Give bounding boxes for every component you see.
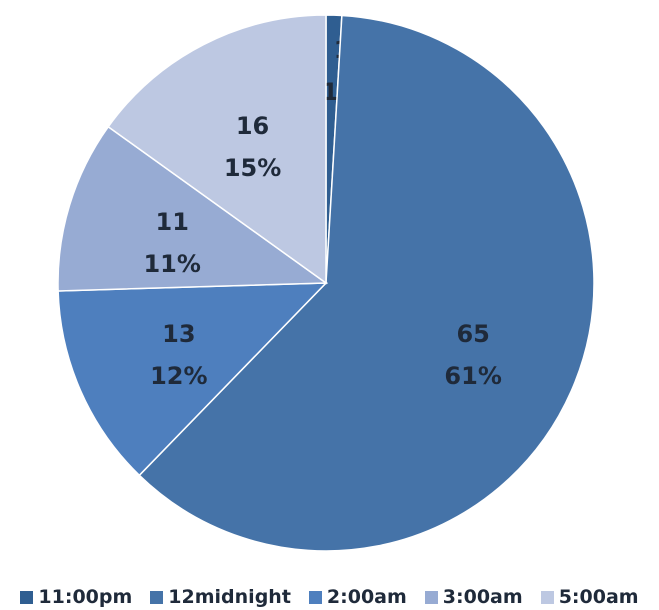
legend-swatch (308, 590, 322, 604)
slice-percent-label: 12% (150, 362, 207, 390)
legend-item: 11:00pm (20, 586, 132, 608)
pie-slice-3-00am (57, 125, 329, 292)
slice-percent-label: 15% (224, 154, 281, 182)
slice-percent-label: 61% (444, 362, 501, 390)
legend-item: 2:00am (308, 586, 407, 608)
legend-label: 11:00pm (38, 586, 133, 608)
pie-slice-12midnight (138, 14, 595, 552)
chart-legend: 11:00pm 12midnight 2:00am 3:00am 5:00am (0, 585, 659, 609)
legend-item: 12midnight (150, 586, 291, 608)
legend-swatch (540, 590, 554, 604)
legend-label: 3:00am (442, 586, 523, 608)
legend-item: 3:00am (424, 586, 523, 608)
legend-label: 5:00am (558, 586, 639, 608)
pie-slice-2-00am (57, 282, 328, 477)
legend-swatch (20, 590, 34, 604)
slice-value-label: 16 (236, 112, 269, 140)
slice-value-label: 65 (456, 320, 489, 348)
slice-value-label: 11 (156, 208, 189, 236)
legend-item: 5:00am (540, 586, 639, 608)
legend-label: 12midnight (168, 586, 291, 608)
legend-label: 2:00am (326, 586, 407, 608)
slice-value-label: 13 (162, 320, 195, 348)
legend-swatch (150, 590, 164, 604)
pie-slice-5-00am (107, 14, 327, 285)
legend-swatch (424, 590, 438, 604)
slice-percent-label: 11% (143, 250, 200, 278)
